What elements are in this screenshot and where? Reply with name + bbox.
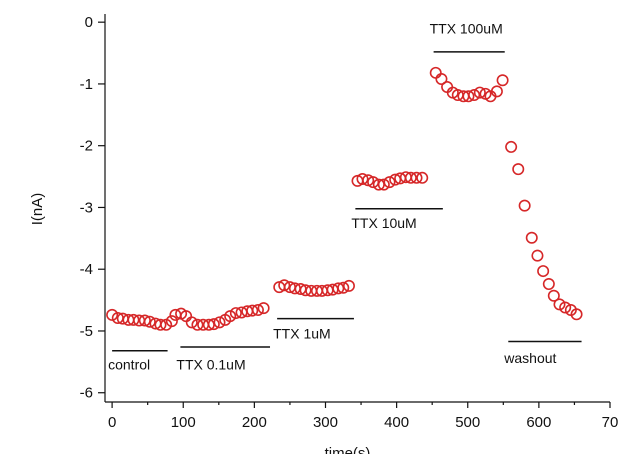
- data-point: [553, 298, 566, 311]
- data-point: [278, 279, 291, 292]
- y-tick-label: -1: [80, 76, 93, 93]
- x-axis-title: time(s): [325, 445, 371, 454]
- data-point: [410, 171, 423, 184]
- data-point: [106, 308, 119, 321]
- data-point: [404, 171, 417, 184]
- data-point: [505, 140, 518, 153]
- data-point: [224, 310, 237, 323]
- data-point: [165, 315, 178, 328]
- data-point: [559, 301, 572, 314]
- annotation-ttx-100um: TTX 100uM: [430, 20, 505, 53]
- data-point: [251, 303, 264, 316]
- x-tick-label: 200: [242, 414, 267, 431]
- treatment-label: TTX 0.1uM: [176, 356, 245, 372]
- data-point: [429, 66, 442, 79]
- treatment-label: TTX 10uM: [351, 215, 416, 231]
- data-points: [106, 66, 583, 331]
- data-point: [518, 199, 531, 212]
- annotation-washout: washout: [503, 340, 582, 366]
- data-point: [127, 313, 140, 326]
- data-point: [356, 173, 369, 186]
- data-point: [537, 265, 550, 278]
- data-point: [337, 281, 350, 294]
- annotation-ttx-10um: TTX 10uM: [351, 207, 443, 231]
- x-tick-label: 100: [171, 414, 196, 431]
- treatment-label: TTX 1uM: [273, 325, 331, 341]
- treatment-label: control: [108, 356, 150, 372]
- data-point: [185, 316, 198, 329]
- x-tick-label: 400: [384, 414, 409, 431]
- data-point: [372, 178, 385, 191]
- y-tick-label: -2: [80, 138, 93, 155]
- data-point: [377, 178, 390, 191]
- data-point: [207, 318, 220, 331]
- x-tick-label: 600: [526, 414, 551, 431]
- data-point: [531, 249, 544, 262]
- treatment-label: TTX 100uM: [430, 20, 503, 36]
- annotation-ttx-1um: TTX 1uM: [273, 317, 354, 341]
- annotation-control: control: [108, 349, 168, 372]
- data-point: [435, 72, 448, 85]
- x-tick-label: 0: [108, 414, 116, 431]
- y-tick-label: -3: [80, 199, 93, 216]
- data-point: [468, 89, 481, 102]
- data-point: [154, 318, 167, 331]
- annotations: control TTX 0.1uM TTX 1uM TTX 10uM TTX 100uM…: [108, 20, 582, 372]
- x-tick-label: 300: [313, 414, 338, 431]
- data-point: [213, 316, 226, 329]
- data-point: [542, 278, 555, 291]
- data-point: [473, 86, 486, 99]
- data-point: [383, 176, 396, 189]
- data-point: [570, 308, 583, 321]
- data-point: [512, 163, 525, 176]
- annotation-ttx-0-1um: TTX 0.1uM: [176, 346, 271, 372]
- y-tick-label: -4: [80, 261, 93, 278]
- y-axis-title: I(nA): [29, 193, 46, 226]
- data-point: [257, 302, 270, 315]
- data-point: [342, 279, 355, 292]
- data-point: [496, 74, 509, 87]
- data-point: [191, 318, 204, 331]
- data-point: [299, 284, 312, 297]
- y-tick-label: 0: [85, 14, 93, 31]
- y-tick-label: -5: [80, 323, 93, 340]
- data-point: [202, 318, 215, 331]
- data-point: [138, 314, 151, 327]
- ticks: 0 -1 -2 -3 -4 -5 -6 0 100 200 300 400 500 600 70: [80, 14, 619, 431]
- data-point: [229, 307, 242, 320]
- data-point: [143, 315, 156, 328]
- data-point: [389, 173, 402, 186]
- data-point: [490, 85, 503, 98]
- data-point: [332, 282, 345, 295]
- data-point: [462, 90, 475, 103]
- data-point: [246, 304, 259, 317]
- data-point: [547, 289, 560, 302]
- x-tick-label: 70: [602, 414, 619, 431]
- x-tick-label: 500: [455, 414, 480, 431]
- data-point: [525, 231, 538, 244]
- treatment-label: washout: [503, 350, 556, 366]
- data-point: [367, 176, 380, 189]
- y-tick-label: -6: [80, 385, 93, 402]
- data-point: [416, 171, 429, 184]
